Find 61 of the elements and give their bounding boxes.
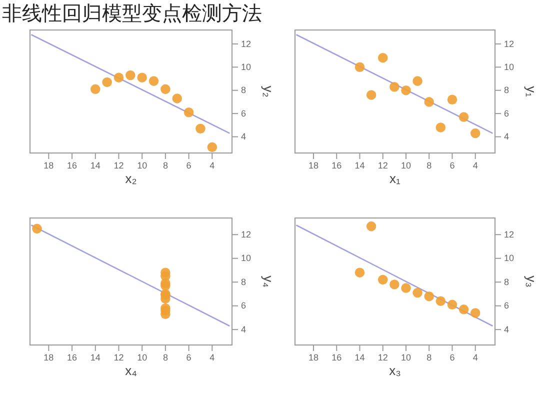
y-tick-label: 12: [504, 38, 514, 49]
x-tick-label: 4: [210, 352, 215, 362]
y-tick-label: 6: [504, 300, 510, 311]
y-tick-label: 6: [241, 108, 246, 118]
x-tick-label: 8: [162, 352, 168, 362]
x-tick-label: 8: [162, 160, 168, 170]
x-tick-label: 6: [450, 352, 455, 362]
x-axis-title: x₃: [389, 363, 401, 378]
x-tick-label: 4: [472, 160, 478, 170]
x-tick-label: 18: [44, 160, 54, 170]
x-tick-label: 10: [400, 160, 411, 170]
x-tick-label: 18: [308, 160, 319, 170]
y-tick-label: 10: [504, 253, 514, 264]
x-tick-label: 14: [90, 352, 100, 362]
x-tick-label: 4: [210, 160, 215, 170]
y-tick-label: 4: [241, 324, 246, 334]
y-tick-label: 8: [241, 276, 246, 287]
x-axis-title: x₄: [125, 363, 137, 378]
x-tick-label: 12: [114, 160, 124, 170]
x-axis-title: x₂: [125, 171, 137, 186]
y-tick-label: 8: [241, 85, 246, 96]
x-tick-label: 12: [114, 352, 124, 362]
y-tick-label: 6: [241, 300, 246, 311]
x-tick-label: 14: [354, 352, 365, 362]
y-tick-label: 4: [241, 132, 246, 142]
x-axis-title: x₁: [390, 171, 402, 186]
y-tick-label: 10: [504, 62, 514, 72]
x-tick-label: 10: [137, 160, 148, 170]
y-axis-title: y₄: [261, 276, 276, 288]
y-tick-label: 12: [241, 38, 252, 49]
y-tick-label: 8: [504, 85, 510, 96]
y-tick-label: 12: [504, 229, 514, 240]
x-tick-label: 10: [400, 352, 411, 362]
x-tick-label: 8: [426, 352, 432, 362]
x-tick-label: 18: [44, 352, 54, 362]
x-tick-label: 18: [308, 352, 319, 362]
x-tick-label: 10: [137, 352, 148, 362]
x-tick-label: 12: [378, 160, 388, 170]
x-tick-label: 4: [472, 352, 478, 362]
x-tick-label: 14: [354, 160, 365, 170]
y-axis-title: y₁: [524, 86, 539, 98]
y-axis-title: y₃: [524, 276, 539, 288]
y-axis-title: y₂: [261, 86, 276, 98]
x-tick-label: 16: [67, 352, 78, 362]
x-tick-label: 14: [90, 160, 100, 170]
y-tick-label: 4: [504, 324, 510, 334]
x-tick-label: 6: [186, 160, 192, 170]
y-tick-label: 8: [504, 276, 510, 287]
x-tick-label: 12: [378, 352, 388, 362]
x-tick-label: 16: [67, 160, 78, 170]
y-tick-label: 10: [241, 253, 252, 264]
x-tick-label: 6: [450, 160, 455, 170]
x-tick-label: 16: [332, 352, 342, 362]
chart-title: 非线性回归模型变点检测方法: [2, 2, 262, 25]
x-tick-label: 16: [332, 160, 342, 170]
y-tick-label: 12: [241, 229, 252, 240]
y-tick-label: 10: [241, 62, 252, 72]
x-tick-label: 6: [186, 352, 192, 362]
y-tick-label: 6: [504, 108, 510, 118]
x-tick-label: 8: [426, 160, 432, 170]
y-tick-label: 4: [504, 132, 510, 142]
